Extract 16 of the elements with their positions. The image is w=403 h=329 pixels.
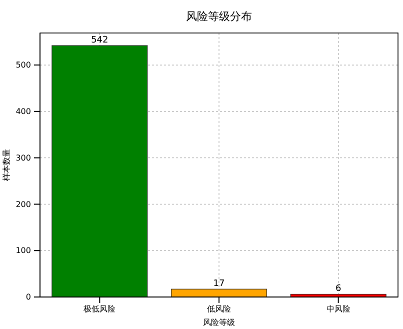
x-tick-label: 极低风险	[82, 304, 116, 314]
y-tick-label: 500	[16, 60, 31, 70]
chart-title: 风险等级分布	[186, 10, 252, 23]
y-tick-label: 300	[16, 153, 31, 162]
y-axis-title: 样本数量	[2, 149, 11, 181]
y-tick-label: 100	[16, 246, 31, 256]
data-label: 542	[91, 36, 108, 46]
y-tick-label: 0	[26, 292, 31, 302]
data-label: 17	[213, 279, 225, 290]
y-tick-label: 400	[16, 106, 31, 116]
bar	[52, 45, 148, 298]
x-tick-label: 中风险	[326, 304, 350, 314]
x-axis-title: 风险等级	[203, 318, 235, 327]
x-tick-label: 低风险	[207, 304, 231, 314]
y-tick-label: 200	[16, 200, 31, 209]
data-label: 6	[335, 284, 342, 294]
